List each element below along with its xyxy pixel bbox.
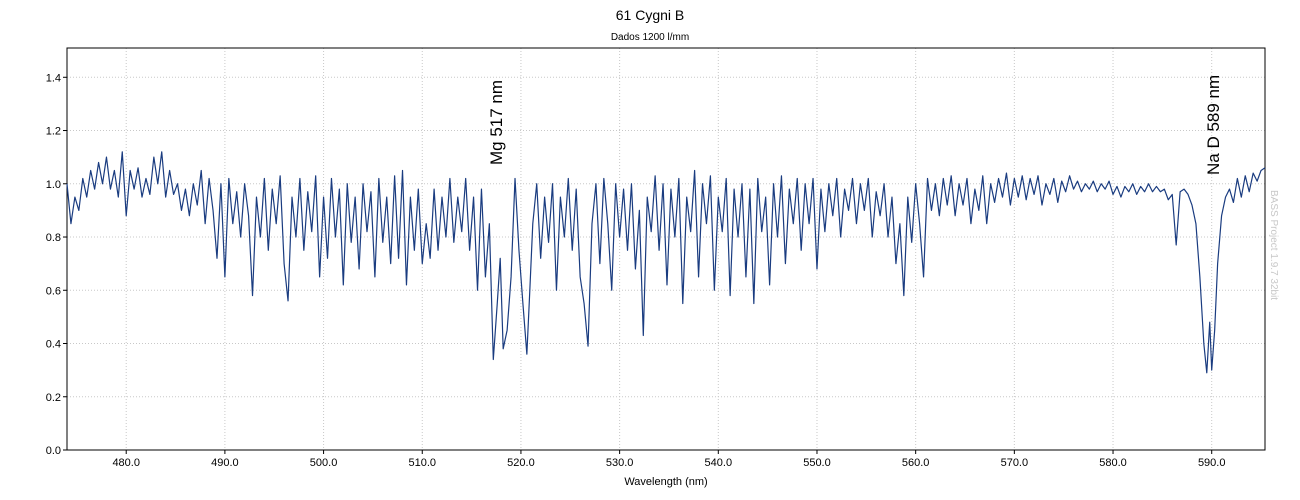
- plot-frame: [66, 47, 1266, 451]
- y-tick-label: 1.2: [46, 126, 61, 138]
- x-tick-label: 530.0: [606, 457, 634, 469]
- watermark: BASS Project 1.9.7 32bit: [1268, 190, 1279, 300]
- x-tick-label: 570.0: [1001, 457, 1029, 469]
- x-tick-label: 560.0: [902, 457, 930, 469]
- y-tick-label: 0.2: [46, 392, 61, 404]
- annotation: Na D 589 nm: [1204, 75, 1223, 175]
- chart-subtitle: Dados 1200 l/mm: [611, 32, 689, 43]
- chart-title: 61 Cygni B: [616, 7, 684, 23]
- x-axis-label: Wavelength (nm): [624, 476, 707, 488]
- y-tick-label: 0.4: [46, 339, 61, 351]
- annotation: Mg 517 nm: [487, 80, 506, 165]
- y-tick-label: 1.0: [46, 179, 61, 191]
- x-tick-label: 590.0: [1198, 457, 1226, 469]
- x-tick-label: 490.0: [211, 457, 239, 469]
- y-tick-label: 0.8: [46, 232, 61, 244]
- x-tick-label: 580.0: [1099, 457, 1127, 469]
- x-tick-label: 520.0: [507, 457, 535, 469]
- x-tick-label: 540.0: [705, 457, 733, 469]
- x-tick-label: 500.0: [310, 457, 338, 469]
- y-tick-label: 0.6: [46, 285, 61, 297]
- y-tick-label: 0.0: [46, 445, 61, 457]
- x-tick-label: 480.0: [112, 457, 140, 469]
- spectrum-line: [66, 151, 1266, 374]
- x-tick-label: 550.0: [803, 457, 831, 469]
- x-tick-label: 510.0: [408, 457, 436, 469]
- y-tick-label: 1.4: [46, 72, 61, 84]
